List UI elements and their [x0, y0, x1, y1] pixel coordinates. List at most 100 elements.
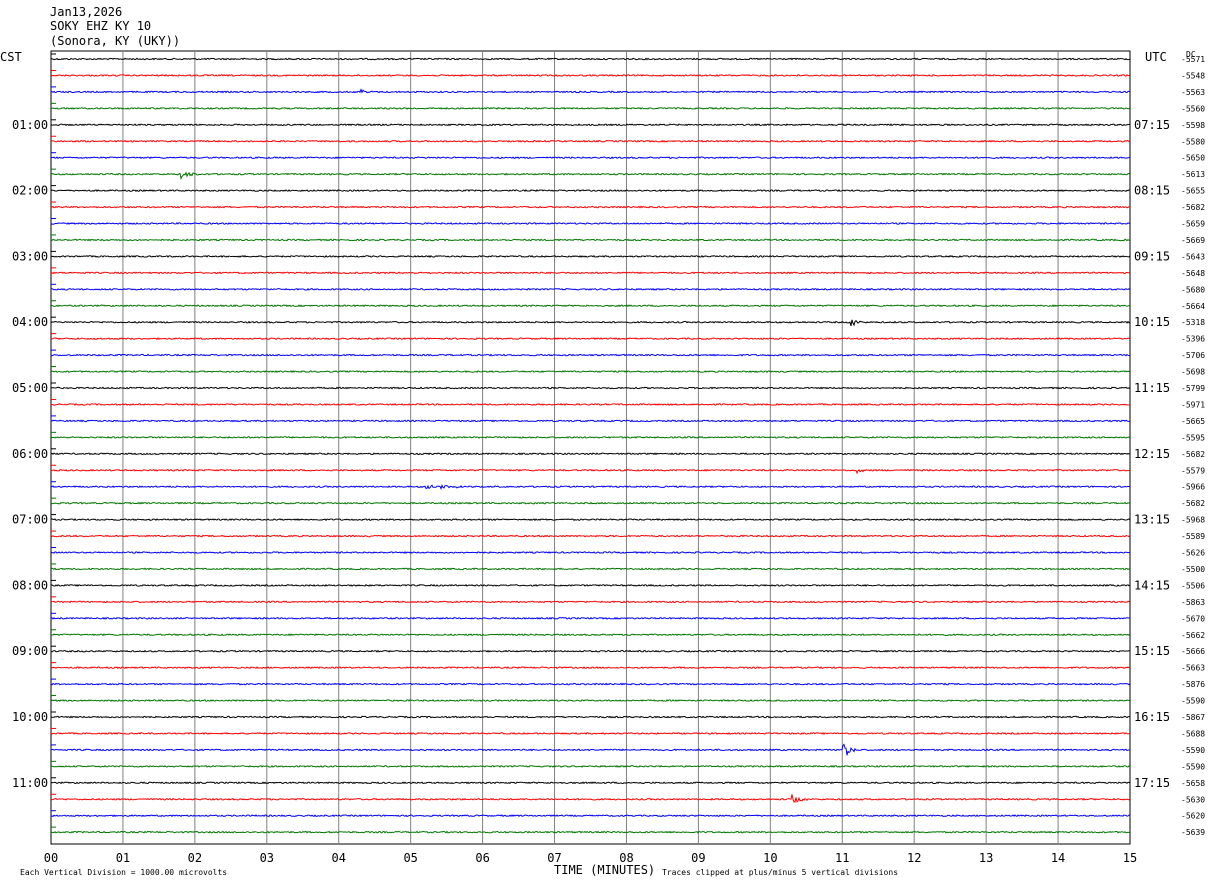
- trace-line: [50, 156, 1131, 160]
- dc-offset-label: -5548: [1181, 71, 1205, 80]
- trace-line: [50, 616, 1130, 620]
- trace-line: [50, 600, 1131, 604]
- trace-line: [50, 386, 1131, 390]
- dc-offset-label: -5670: [1181, 614, 1205, 623]
- plot-frame: [50, 50, 1131, 845]
- trace-line: [50, 649, 1131, 653]
- header-station: SOKY EHZ KY 10: [50, 19, 151, 33]
- x-tick-label: 04: [332, 851, 346, 865]
- trace-line: [50, 337, 1131, 341]
- left-hour-label: 04:00: [12, 315, 48, 329]
- x-tick-label: 15: [1123, 851, 1137, 865]
- trace-line: [50, 370, 1131, 374]
- x-tick-label: 10: [763, 851, 777, 865]
- trace-line: [50, 319, 1131, 327]
- dc-offset-label: -5598: [1181, 121, 1205, 130]
- x-tick-label: 06: [475, 851, 489, 865]
- trace-line: [50, 501, 1131, 505]
- header-location: (Sonora, KY (UKY)): [50, 34, 180, 48]
- dc-offset-label: -5630: [1181, 795, 1205, 804]
- left-hour-label: 09:00: [12, 644, 48, 658]
- dc-offset-label: -5318: [1181, 318, 1205, 327]
- right-hour-label: 12:15: [1134, 447, 1170, 461]
- dc-offset-label: -5682: [1181, 450, 1205, 459]
- trace-line: [50, 88, 1131, 94]
- dc-offset-label: -5663: [1181, 664, 1205, 673]
- x-tick-label: 12: [907, 851, 921, 865]
- trace-line: [50, 57, 1131, 61]
- dc-offset-label: -5571: [1181, 55, 1205, 64]
- trace-line: [50, 353, 1131, 357]
- left-hour-label: 11:00: [12, 776, 48, 790]
- dc-offset-label: -5876: [1181, 680, 1205, 689]
- trace-line: [50, 171, 1131, 180]
- trace-line: [50, 403, 1131, 406]
- right-timezone-label: UTC: [1145, 50, 1167, 64]
- x-tick-label: 01: [116, 851, 130, 865]
- trace-line: [50, 238, 1131, 242]
- trace-line: [50, 764, 1131, 768]
- trace-line: [50, 830, 1131, 834]
- dc-header-label: DC: [1186, 50, 1196, 59]
- dc-offset-label: -5643: [1181, 252, 1205, 261]
- dc-offset-label: -5682: [1181, 499, 1205, 508]
- left-hour-labels: 01:00 02:00 03:00 04:00 05:00 06:00 07:00 08:00…: [12, 118, 48, 790]
- trace-line: [50, 271, 1131, 275]
- left-timezone-label: CST: [0, 50, 22, 64]
- x-tick-label: 08: [619, 851, 633, 865]
- x-axis-title: TIME (MINUTES): [554, 863, 655, 877]
- trace-line: [50, 794, 1131, 803]
- dc-offset-label: -5626: [1181, 549, 1205, 558]
- dc-offset-label: -5590: [1181, 762, 1205, 771]
- right-hour-labels: 07:15 08:15 09:15 10:15 11:15 12:15 13:15 14:15…: [1134, 118, 1170, 790]
- dc-offset-label: -5706: [1181, 351, 1205, 360]
- dc-offset-label: -5579: [1181, 466, 1205, 475]
- trace-line: [50, 254, 1131, 258]
- seismic-traces: [50, 53, 1131, 834]
- left-hour-label: 05:00: [12, 381, 48, 395]
- trace-line: [50, 205, 1131, 209]
- trace-line: [50, 452, 1131, 456]
- dc-offset-label: -5595: [1181, 433, 1205, 442]
- trace-line: [50, 666, 1131, 670]
- dc-offset-label: -5968: [1181, 516, 1205, 525]
- trace-line: [50, 106, 1131, 110]
- right-hour-label: 16:15: [1134, 710, 1170, 724]
- trace-line: [50, 468, 1131, 475]
- x-tick-label: 13: [979, 851, 993, 865]
- footer-clip-note: Traces clipped at plus/minus 5 vertical …: [662, 868, 898, 877]
- footer-scale-note: Each Vertical Division = 1000.00 microvo…: [20, 868, 227, 877]
- trace-line: [50, 222, 1131, 225]
- x-tick-label: 07: [547, 851, 561, 865]
- left-hour-label: 08:00: [12, 578, 48, 592]
- dc-offset-label: -5799: [1181, 384, 1205, 393]
- dc-offset-label: -5563: [1181, 88, 1205, 97]
- x-tick-label: 14: [1051, 851, 1065, 865]
- trace-line: [50, 550, 1131, 555]
- dc-offset-label: -5688: [1181, 729, 1205, 738]
- trace-line: [50, 518, 1131, 522]
- dc-offset-label: -5589: [1181, 532, 1205, 541]
- trace-line: [50, 583, 1131, 587]
- right-hour-label: 10:15: [1134, 315, 1170, 329]
- dc-offset-label: -5396: [1181, 335, 1205, 344]
- trace-line: [50, 304, 1131, 308]
- right-hour-label: 17:15: [1134, 776, 1170, 790]
- dc-offset-label: -5590: [1181, 746, 1205, 755]
- dc-offset-label: -5971: [1181, 400, 1205, 409]
- right-hour-label: 15:15: [1134, 644, 1170, 658]
- dc-offset-label: -5680: [1181, 285, 1205, 294]
- trace-line: [50, 567, 1131, 571]
- dc-offset-label: -5658: [1181, 779, 1205, 788]
- x-tick-label: 09: [691, 851, 705, 865]
- trace-line: [50, 715, 1131, 719]
- dc-offset-label: -5669: [1181, 236, 1205, 245]
- dc-offset-label: -5620: [1181, 812, 1205, 821]
- left-hour-label: 01:00: [12, 118, 48, 132]
- x-tick-labels: 00 01 02 03 04 05 06 07 08 09 10 11 12 13 14 15: [44, 851, 1137, 865]
- dc-offset-label: -5506: [1181, 581, 1205, 590]
- left-hour-label: 02:00: [12, 184, 48, 198]
- x-tick-label: 00: [44, 851, 58, 865]
- left-hour-label: 03:00: [12, 249, 48, 263]
- dc-offset-label: -5659: [1181, 220, 1205, 229]
